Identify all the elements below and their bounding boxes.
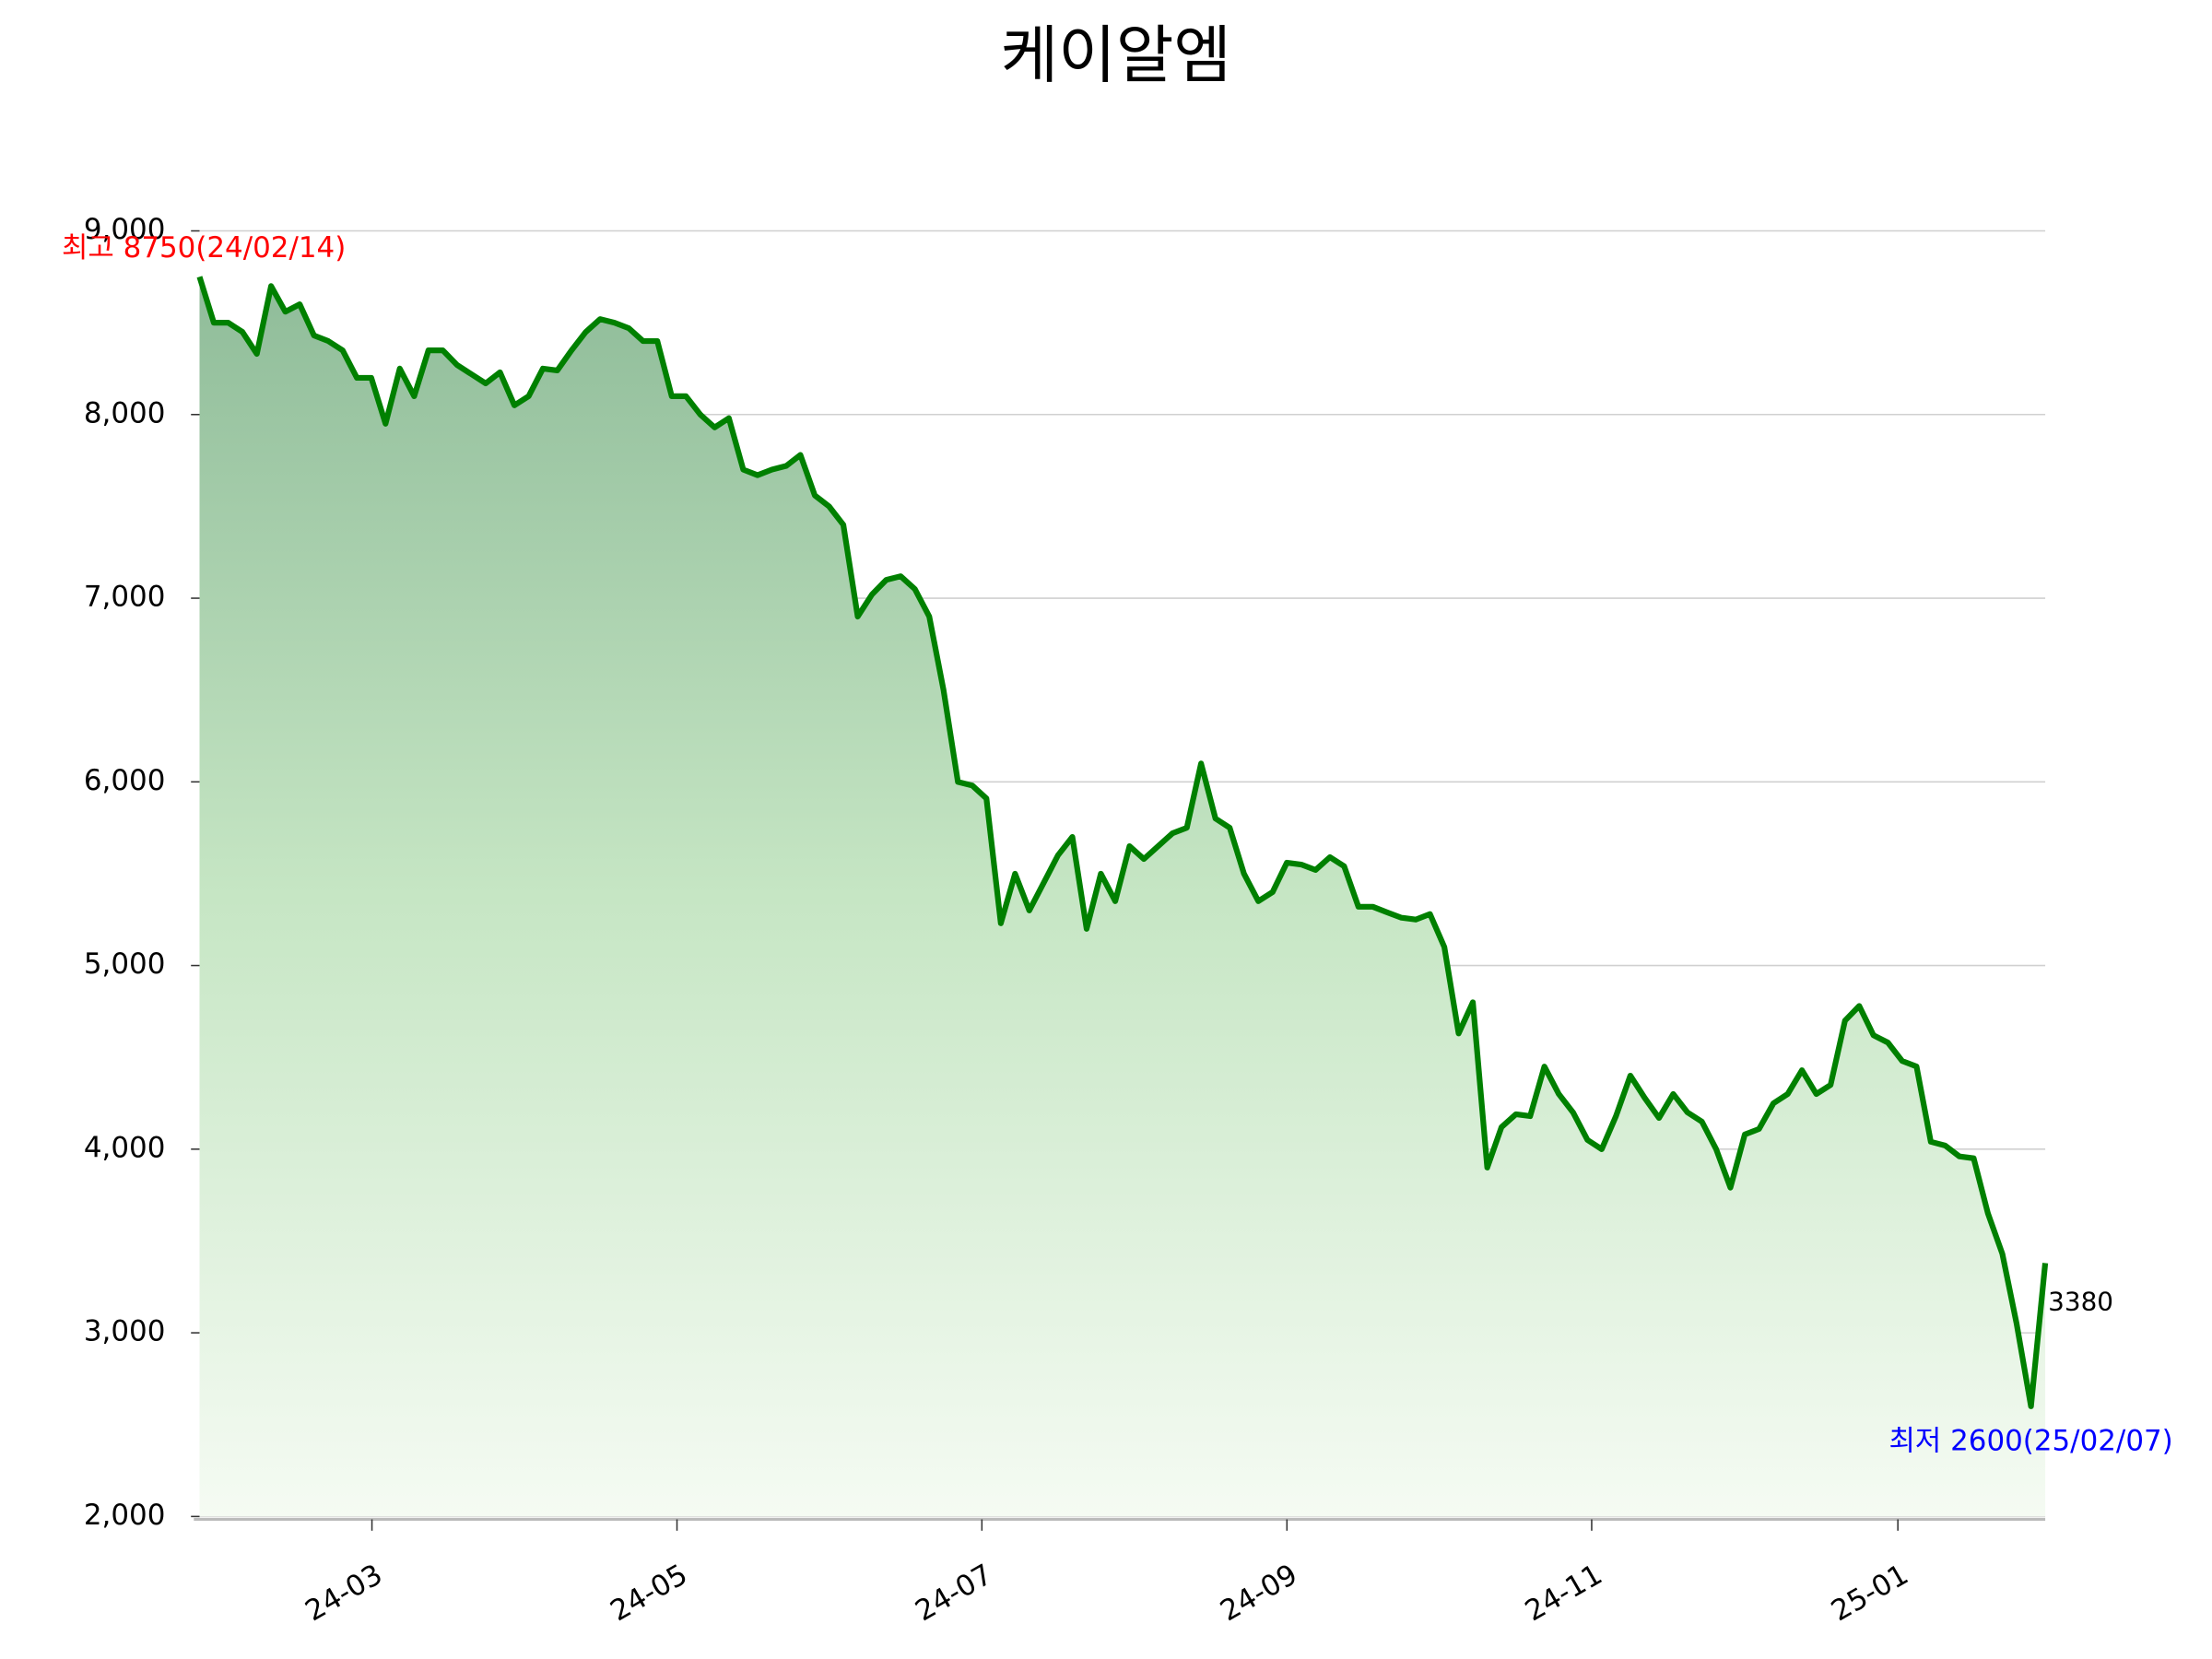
- x-tick-label: 24-11: [1520, 1558, 1608, 1628]
- y-tick-label: 3,000: [84, 1315, 165, 1348]
- area-fill: [199, 276, 2046, 1517]
- chart-title: 케이알엠: [1001, 19, 1231, 92]
- y-tick-label: 7,000: [84, 581, 165, 614]
- y-tick-label: 8,000: [84, 396, 165, 429]
- y-tick-label: 9,000: [84, 213, 165, 246]
- last-value-label: 3380: [2048, 1287, 2113, 1317]
- max-annotation: 최고 8750(24/02/14): [62, 231, 346, 265]
- y-tick-label: 6,000: [84, 764, 165, 797]
- x-tick-label: 24-03: [300, 1558, 388, 1628]
- y-tick-label: 5,000: [84, 947, 165, 981]
- y-tick-label: 4,000: [84, 1131, 165, 1164]
- x-tick-label: 24-09: [1215, 1558, 1303, 1628]
- x-tick-label: 25-01: [1826, 1558, 1914, 1628]
- x-tick-label: 24-05: [605, 1558, 693, 1628]
- y-tick-label: 2,000: [84, 1499, 165, 1532]
- price-line: [196, 276, 2049, 1409]
- min-annotation: 최저 2600(25/02/07): [1888, 1424, 2172, 1457]
- x-tick-label: 24-07: [910, 1558, 998, 1628]
